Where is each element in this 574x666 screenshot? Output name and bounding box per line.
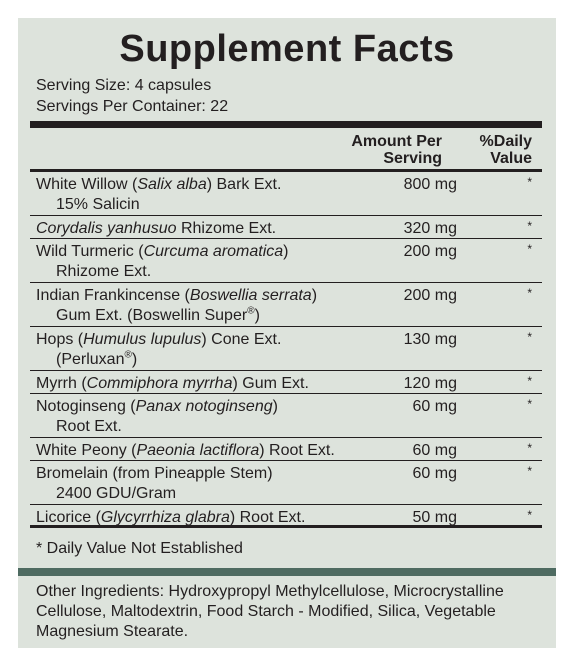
ingredient-name: Indian Frankincense (Boswellia serrata) G…	[36, 286, 346, 326]
amount-per-serving: 320 mg	[403, 220, 457, 237]
table-row: Myrrh (Commiphora myrrha) Gum Ext. 120 mg…	[30, 371, 542, 394]
registered-mark: ®	[247, 305, 255, 317]
table-row: Licorice (Glycyrrhiza glabra) Root Ext. 5…	[30, 505, 542, 527]
table-row: Corydalis yanhusuo Rhizome Ext. 320 mg *	[30, 216, 542, 239]
ingredient-name: Hops (Humulus lupulus) Cone Ext. (Perluxa…	[36, 330, 346, 370]
ingredient-name-line2: 15% Salicin	[56, 196, 140, 213]
daily-value: *	[527, 242, 532, 256]
table-row: Bromelain (from Pineapple Stem) 2400 GDU/…	[30, 461, 542, 505]
ingredient-name-line1: Wild Turmeric (Curcuma aromatica)	[36, 243, 289, 260]
ingredient-name: Wild Turmeric (Curcuma aromatica) Rhizome…	[36, 242, 346, 282]
amount-per-serving: 800 mg	[403, 176, 457, 193]
medium-divider	[30, 169, 542, 172]
daily-value: *	[527, 175, 532, 189]
ingredient-name: Licorice (Glycyrrhiza glabra) Root Ext.	[36, 508, 346, 528]
amount-per-serving: 50 mg	[412, 509, 457, 526]
footnote: * Daily Value Not Established	[36, 540, 243, 557]
ingredient-name-line1: Myrrh (Commiphora myrrha) Gum Ext.	[36, 375, 309, 392]
daily-value: *	[527, 441, 532, 455]
ingredient-name-line1: Licorice (Glycyrrhiza glabra) Root Ext.	[36, 509, 306, 526]
ingredient-name-line1: Indian Frankincense (Boswellia serrata)	[36, 287, 318, 304]
amount-per-serving: 200 mg	[403, 243, 457, 260]
amount-per-serving: 60 mg	[412, 442, 457, 459]
latin-name: Salix alba	[137, 176, 207, 193]
latin-name: Panax notoginseng	[135, 398, 273, 415]
amount-per-serving: 130 mg	[403, 331, 457, 348]
amount-per-serving-header: Amount Per Serving	[351, 133, 442, 167]
latin-name: Curcuma aromatica	[143, 243, 284, 260]
daily-value-header: %Daily Value	[479, 133, 532, 167]
amount-per-serving: 200 mg	[403, 287, 457, 304]
latin-name: Corydalis yanhusuo	[36, 220, 177, 237]
serving-size: Serving Size: 4 capsules	[36, 77, 212, 94]
daily-value: *	[527, 330, 532, 344]
ingredient-name-line1: Hops (Humulus lupulus) Cone Ext.	[36, 331, 282, 348]
ingredient-name-line1: White Willow (Salix alba) Bark Ext.	[36, 176, 282, 193]
ingredient-name-line2: Root Ext.	[56, 418, 122, 435]
table-row: Notoginseng (Panax notoginseng) Root Ext.…	[30, 394, 542, 438]
table-row: Indian Frankincense (Boswellia serrata) G…	[30, 283, 542, 327]
servings-per-container: Servings Per Container: 22	[36, 98, 229, 115]
ingredient-name-line2: Gum Ext. (Boswellin Super®)	[56, 305, 260, 324]
ingredient-name-line1: Corydalis yanhusuo Rhizome Ext.	[36, 220, 277, 237]
ingredient-name: Myrrh (Commiphora myrrha) Gum Ext.	[36, 374, 346, 394]
latin-name: Glycyrrhiza glabra	[100, 509, 230, 526]
latin-name: Paeonia lactiflora	[136, 442, 260, 459]
table-row: Hops (Humulus lupulus) Cone Ext. (Perluxa…	[30, 327, 542, 371]
supplement-facts-panel: Supplement Facts Serving Size: 4 capsule…	[18, 18, 556, 648]
table-row: White Peony (Paeonia lactiflora) Root Ex…	[30, 438, 542, 461]
ingredient-name: White Peony (Paeonia lactiflora) Root Ex…	[36, 441, 346, 461]
latin-name: Humulus lupulus	[83, 331, 202, 348]
daily-value: *	[527, 464, 532, 478]
ingredient-name: Corydalis yanhusuo Rhizome Ext.	[36, 219, 346, 239]
divider-band	[18, 568, 556, 576]
ingredient-name: Notoginseng (Panax notoginseng) Root Ext.	[36, 397, 346, 437]
panel-title: Supplement Facts	[119, 28, 455, 70]
amount-per-serving: 60 mg	[412, 398, 457, 415]
daily-value: *	[527, 508, 532, 522]
registered-mark: ®	[124, 349, 132, 361]
ingredient-name: White Willow (Salix alba) Bark Ext. 15% S…	[36, 175, 346, 215]
latin-name: Boswellia serrata	[189, 287, 312, 304]
ingredient-name: Bromelain (from Pineapple Stem) 2400 GDU/…	[36, 464, 346, 504]
bottom-divider	[30, 525, 542, 528]
amount-per-serving: 120 mg	[403, 375, 457, 392]
daily-value: *	[527, 374, 532, 388]
daily-value: *	[527, 397, 532, 411]
amount-per-serving: 60 mg	[412, 465, 457, 482]
ingredient-name-line2: 2400 GDU/Gram	[56, 485, 177, 502]
thick-divider	[30, 121, 542, 128]
ingredient-name-line2: (Perluxan®)	[56, 349, 138, 368]
latin-name: Commiphora myrrha	[86, 375, 233, 392]
other-ingredients: Other Ingredients: Hydroxypropyl Methylc…	[36, 583, 504, 640]
ingredient-name-line1: Bromelain (from Pineapple Stem)	[36, 465, 273, 482]
ingredient-name-line2: Rhizome Ext.	[56, 263, 152, 280]
ingredient-name-line1: White Peony (Paeonia lactiflora) Root Ex…	[36, 442, 335, 459]
table-row: White Willow (Salix alba) Bark Ext. 15% S…	[30, 172, 542, 216]
daily-value: *	[527, 286, 532, 300]
ingredient-name-line1: Notoginseng (Panax notoginseng)	[36, 398, 278, 415]
daily-value: *	[527, 219, 532, 233]
table-row: Wild Turmeric (Curcuma aromatica) Rhizome…	[30, 239, 542, 283]
ingredient-table: White Willow (Salix alba) Bark Ext. 15% S…	[30, 172, 542, 527]
